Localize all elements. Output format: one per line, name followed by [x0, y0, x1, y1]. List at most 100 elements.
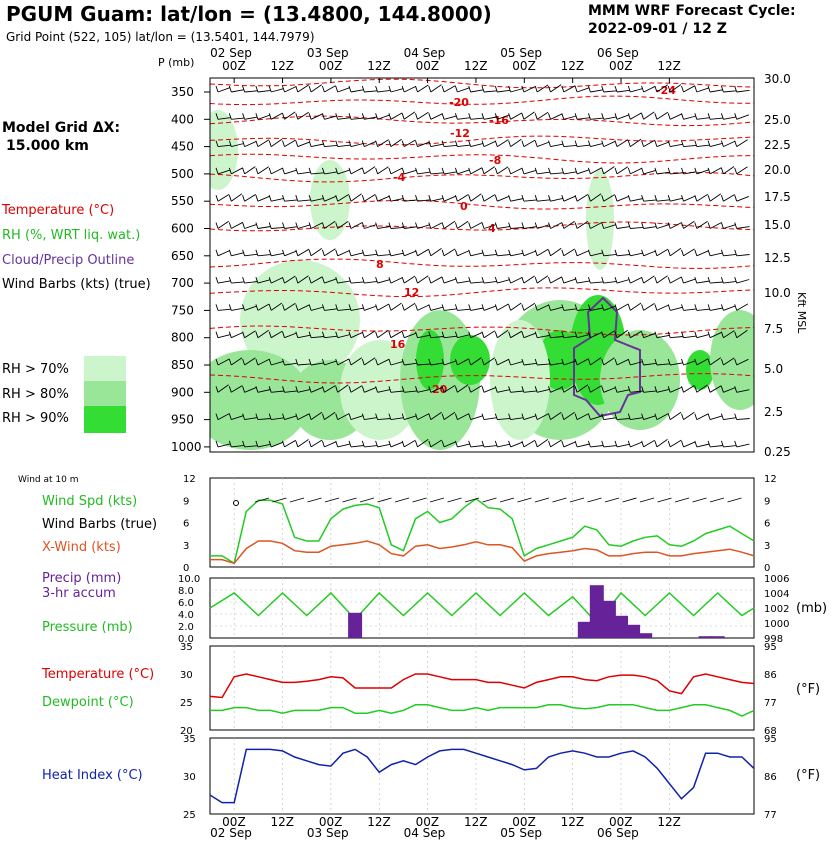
wind-barb — [417, 413, 430, 420]
wind-barb — [563, 248, 576, 257]
wind-barb-flag — [348, 440, 352, 448]
wind-barb — [523, 415, 537, 421]
wind-barb-flag — [548, 222, 551, 229]
legend-wind-barbs: Wind Barbs (kts) (true) — [2, 277, 151, 292]
wind-barb — [576, 250, 590, 257]
wind-barb-flag — [521, 331, 525, 338]
top-time-tick-label: 12Z — [464, 59, 488, 73]
wind-barb-flag — [415, 222, 418, 229]
wind-barb — [297, 439, 309, 448]
wind-barb-flag — [508, 249, 512, 256]
wind-barb — [337, 194, 350, 202]
wind-barb-flag — [508, 413, 512, 420]
wind-barb — [577, 117, 591, 120]
model-grid-value: 15.000 km — [6, 138, 89, 154]
wind-barb-flag — [335, 304, 339, 311]
wind-barb — [364, 357, 376, 366]
bottom-date-label: 06 Sep — [597, 826, 639, 840]
legend-temperature: Temperature (°C) — [2, 203, 115, 218]
wind-barb — [536, 439, 549, 448]
y-tick-label-right: 1004 — [764, 589, 789, 600]
temp-contour-1 — [210, 95, 754, 106]
wind-barb-flag — [255, 358, 259, 366]
wind-barb-flag — [375, 386, 379, 393]
wind-barb-flag — [215, 276, 219, 284]
wind-barb-flag — [242, 413, 246, 420]
wind-barb — [603, 417, 617, 421]
wind-barb-flag — [707, 331, 711, 338]
wind-barb — [244, 116, 258, 120]
y-tick-label: 12 — [183, 474, 196, 485]
wind-barb — [696, 333, 710, 339]
wind-barb — [696, 384, 708, 393]
wind-barb — [616, 358, 629, 366]
wind-barb — [616, 443, 630, 448]
wind-barb-flag — [361, 276, 365, 284]
wind-barb-flag — [641, 440, 645, 448]
rh-region-6 — [416, 330, 444, 390]
wind-barb — [710, 281, 724, 284]
wind-barb — [350, 143, 364, 148]
wind-barb-flag — [694, 276, 698, 284]
wind-barb-flag — [508, 85, 512, 93]
wind-barb — [683, 278, 696, 284]
wind-barb — [257, 89, 271, 93]
wind-barb — [377, 389, 391, 393]
wind-barb — [550, 84, 562, 93]
wind-barb-flag — [441, 222, 445, 229]
wind-barb — [430, 362, 444, 366]
wind-barb-flag — [720, 304, 724, 311]
temp-contour-5 — [210, 172, 754, 183]
wind-barb — [483, 116, 497, 120]
wind-barb-flag — [428, 276, 432, 284]
wind-barb-flag — [361, 140, 365, 147]
wind-barb — [483, 386, 497, 393]
wind-barb — [244, 386, 257, 393]
wind-barb-flag — [534, 386, 538, 393]
wind-barb-flag — [375, 222, 379, 229]
wind-barb — [497, 303, 509, 311]
wind-barb-flag — [694, 386, 698, 393]
wind-barb-flag — [534, 331, 538, 338]
wind-barb — [337, 334, 351, 339]
wind-barb — [723, 166, 735, 175]
wind-barb-flag — [627, 195, 631, 202]
wind-barb-flag — [667, 113, 671, 120]
wind-barb-flag — [388, 331, 392, 338]
wind-barb-flag — [601, 386, 605, 393]
wind-barb — [643, 439, 655, 448]
wind-barb — [656, 84, 668, 93]
wind-barb — [576, 220, 589, 229]
wind-barb-flag — [321, 304, 325, 311]
wind-barb — [630, 198, 644, 202]
legend-rh90-label: RH > 90% — [2, 411, 69, 426]
wind-barb — [284, 362, 298, 366]
wind-barb — [497, 389, 511, 393]
wind-barb — [297, 304, 310, 311]
wind-barb — [577, 280, 590, 284]
wind-barb — [709, 167, 722, 175]
wind-barb — [231, 167, 244, 175]
wind-barb-flag — [720, 249, 724, 256]
wind-barb — [417, 84, 429, 93]
wind-barb — [231, 415, 244, 421]
precip-panel-frame — [209, 577, 755, 639]
wind-barb — [656, 439, 668, 448]
wind-barb — [417, 275, 429, 284]
bottom-time-tick-label: 00Z — [416, 815, 440, 829]
wind-barb — [244, 357, 256, 366]
wind-barb — [643, 199, 657, 202]
wind-barb-flag — [587, 167, 591, 175]
y-tick-label: 9 — [183, 496, 189, 507]
legend-rh80-label: RH > 80% — [2, 387, 69, 402]
wind-barb — [377, 114, 390, 120]
wind-barb — [603, 253, 617, 257]
wind-barb — [443, 248, 456, 257]
wind-barb-flag — [601, 140, 605, 147]
wind-barb — [350, 331, 363, 339]
wind-barb — [470, 142, 484, 148]
wind-barb — [576, 443, 590, 448]
wind-barb — [231, 331, 244, 339]
y-tick-label: 20 — [180, 726, 193, 737]
